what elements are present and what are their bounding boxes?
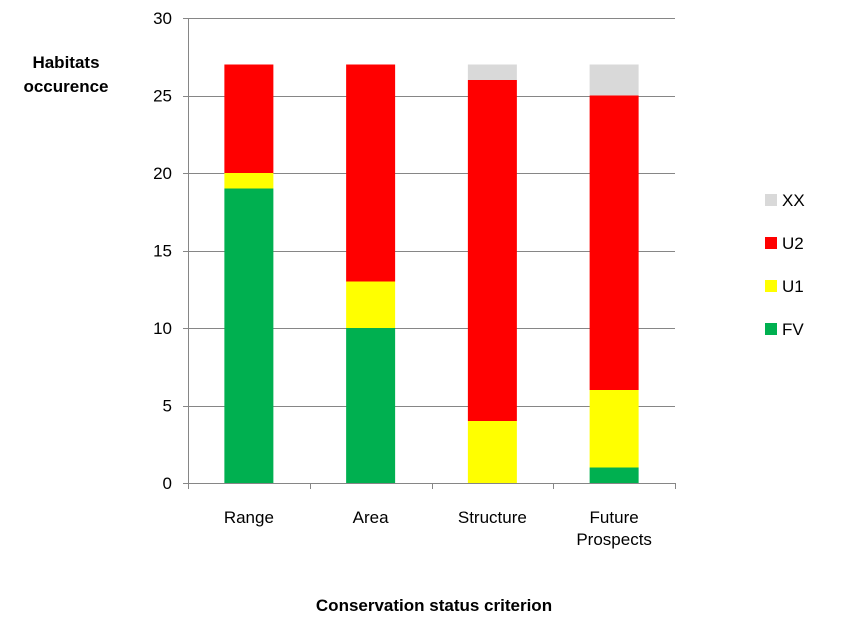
legend-swatch-u1	[765, 280, 777, 292]
bars	[224, 64, 639, 483]
legend-swatch-u2	[765, 237, 777, 249]
y-tick-label: 10	[153, 319, 172, 338]
bar-segment-u2	[346, 64, 396, 282]
bar-segment-u1	[224, 173, 274, 189]
x-category-label: Structure	[458, 508, 527, 527]
legend-label-xx: XX	[782, 191, 805, 210]
x-axis-title: Conservation status criterion	[316, 596, 552, 615]
legend: XX U2 U1 FV	[765, 191, 805, 339]
bar-segment-u2	[224, 64, 274, 173]
x-category-label: Area	[353, 508, 389, 527]
legend-label-u2: U2	[782, 234, 804, 253]
bar-segment-u2	[589, 95, 639, 390]
y-axis-title: Habitats occurence	[23, 53, 108, 96]
y-tick-labels: 0 5 10 15 20 25 30	[153, 9, 172, 493]
bar-segment-fv	[589, 467, 639, 483]
y-tick-label: 5	[163, 397, 172, 416]
legend-label-u1: U1	[782, 277, 804, 296]
bar-segment-fv	[224, 188, 274, 483]
bar-segment-xx	[467, 64, 517, 80]
legend-label-fv: FV	[782, 320, 804, 339]
x-category-labels: Range Area Structure Future Prospects	[224, 508, 652, 549]
y-tick-label: 30	[153, 9, 172, 28]
bar-segment-u1	[467, 421, 517, 483]
y-tick-label: 25	[153, 87, 172, 106]
y-tick-label: 0	[163, 474, 172, 493]
x-category-label: Future Prospects	[576, 508, 652, 549]
axes	[183, 18, 676, 489]
y-tick-label: 15	[153, 242, 172, 261]
legend-swatch-xx	[765, 194, 777, 206]
x-category-label: Range	[224, 508, 274, 527]
bar-segment-u1	[346, 281, 396, 328]
bar-segment-u2	[467, 80, 517, 421]
bar-segment-xx	[589, 64, 639, 96]
bar-segment-fv	[346, 328, 396, 483]
legend-swatch-fv	[765, 323, 777, 335]
y-tick-label: 20	[153, 164, 172, 183]
bar-segment-u1	[589, 390, 639, 468]
